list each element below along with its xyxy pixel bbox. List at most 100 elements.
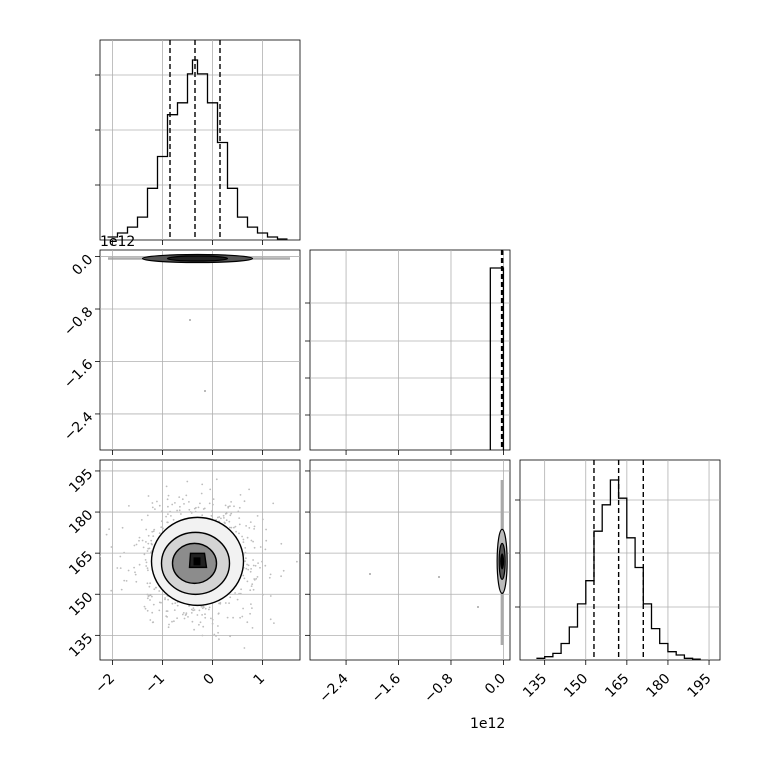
scatter-point (228, 602, 231, 604)
scatter-point (138, 536, 141, 539)
scatter-point (185, 494, 188, 497)
scatter-point (151, 530, 154, 533)
scatter-point (218, 516, 221, 518)
scatter-point (190, 512, 193, 514)
scatter-point (174, 602, 177, 604)
scatter-point (247, 568, 250, 571)
panel-hist-1 (309, 249, 511, 451)
scatter-point (160, 520, 163, 523)
scatter-point (161, 510, 163, 513)
scatter-point (151, 621, 154, 624)
scatter-point (108, 528, 110, 530)
scatter-point (211, 618, 214, 621)
scatter-point (154, 508, 156, 510)
scatter-point (164, 598, 166, 601)
scatter-point (188, 501, 190, 503)
scatter-point (151, 595, 153, 598)
scatter-point (257, 562, 259, 564)
scatter-point (125, 580, 128, 582)
scatter-point (146, 582, 149, 585)
scatter-point (210, 514, 213, 517)
scatter-point (171, 503, 174, 506)
scatter-point (141, 539, 144, 542)
scatter-point (243, 500, 246, 503)
x-tick-label: 135 (520, 671, 550, 701)
scatter-point (199, 502, 201, 505)
scatter-point (211, 510, 213, 513)
scatter-point (253, 528, 256, 530)
scatter-point (252, 564, 255, 567)
scatter-point (243, 577, 246, 580)
scatter-point (147, 495, 150, 497)
scatter-point (201, 607, 204, 610)
scatter-point (110, 589, 113, 592)
scatter-point (273, 622, 275, 624)
panel-hist-0 (99, 39, 301, 241)
scatter-point (234, 525, 237, 528)
scatter-point (248, 527, 251, 529)
scatter-point (269, 595, 272, 597)
panel-hist-2 (519, 459, 721, 661)
x-tick-label: 0.0 (482, 671, 509, 698)
y-tick-label: 150 (66, 589, 96, 619)
scatter-point (168, 623, 170, 626)
scatter-point (166, 616, 169, 618)
x-tick-label: 180 (643, 671, 673, 701)
scatter-point (238, 506, 241, 509)
scatter-point (197, 506, 200, 509)
scatter-point (249, 612, 252, 615)
scatter-point (236, 598, 239, 601)
scatter-point (149, 582, 152, 585)
scatter-point (215, 478, 218, 481)
scatter-point (187, 616, 189, 618)
scatter-point (148, 585, 151, 588)
scatter-point (254, 564, 257, 567)
scatter-point (151, 611, 154, 614)
scatter-point (145, 565, 148, 567)
scatter-point (145, 541, 147, 543)
scatter-point (182, 612, 185, 614)
y-tick-label: −2.4 (61, 409, 96, 444)
scatter-point (146, 597, 149, 600)
outlier-point (438, 576, 440, 578)
scatter-point (143, 605, 146, 608)
scatter-point (252, 540, 255, 543)
scatter-point (166, 498, 169, 501)
scatter-point (244, 551, 247, 554)
scatter-point (142, 546, 145, 549)
scatter-point (199, 621, 202, 624)
scatter-point (144, 607, 147, 610)
scatter-point (217, 631, 220, 634)
scatter-point (134, 573, 137, 576)
histogram-step-1 (489, 267, 505, 450)
scatter-point (167, 513, 169, 515)
outlier-point (369, 573, 371, 575)
scatter-point (160, 526, 163, 529)
scatter-point (213, 633, 216, 636)
scatter-point (269, 573, 272, 576)
scatter-point (184, 614, 187, 616)
scatter-point (219, 601, 222, 604)
scatter-point (100, 555, 101, 558)
scatter-point (224, 512, 227, 515)
y-tick-label: 195 (66, 466, 96, 496)
scatter-point (147, 547, 150, 550)
scatter-point (149, 599, 151, 601)
scatter-point (172, 518, 175, 521)
scatter-point (234, 592, 237, 594)
scatter-point (158, 504, 161, 507)
scatter-point (202, 605, 205, 608)
scatter-point (218, 638, 220, 640)
scatter-point (162, 527, 164, 530)
y-tick-label: 135 (66, 630, 96, 660)
scatter-point (183, 617, 186, 620)
scatter-point (212, 503, 214, 506)
scatter-point (243, 647, 246, 649)
scatter-point (167, 598, 170, 601)
x-tick-label: 165 (602, 671, 632, 701)
scatter-point (105, 533, 108, 536)
scatter-point (211, 622, 214, 625)
y-tick-label: 0.0 (69, 252, 96, 279)
scatter-point (249, 570, 252, 573)
